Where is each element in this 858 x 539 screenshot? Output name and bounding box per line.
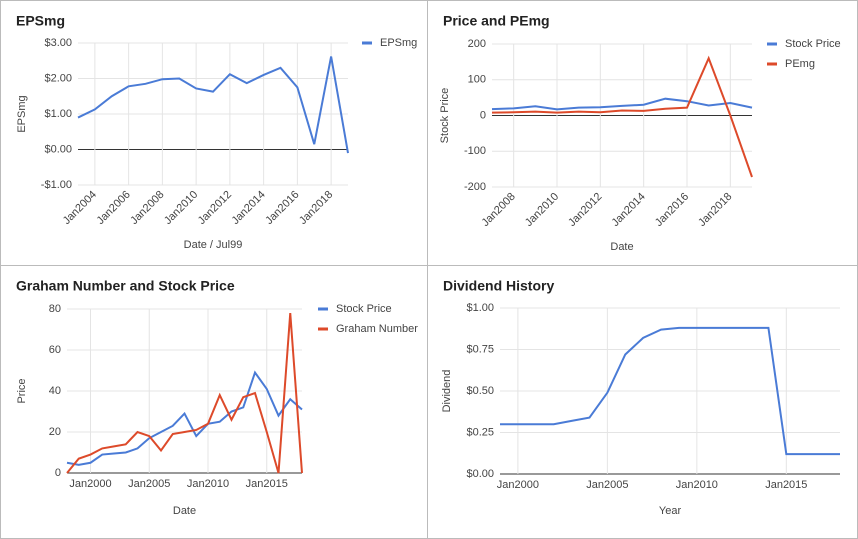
legend-label: PEmg xyxy=(785,58,815,70)
x-tick-label: Jan2016 xyxy=(653,191,691,229)
x-tick-label: Jan2018 xyxy=(696,191,734,229)
x-tick-label: Jan2014 xyxy=(610,191,648,229)
x-tick-label: Jan2008 xyxy=(128,189,166,227)
x-tick-label: Jan2000 xyxy=(69,478,111,490)
legend-label: EPSmg xyxy=(380,37,417,49)
y-tick-label: $0.75 xyxy=(466,343,494,355)
legend-label: Stock Price xyxy=(785,38,841,50)
y-tick-label: 100 xyxy=(468,74,486,86)
x-axis-label: Date / Jul99 xyxy=(184,239,243,251)
series-line xyxy=(66,370,303,466)
x-tick-label: Jan2010 xyxy=(523,191,561,229)
y-tick-label: 40 xyxy=(49,385,61,397)
y-tick-label: $0.00 xyxy=(44,143,72,155)
y-tick-label: -200 xyxy=(464,181,486,193)
x-tick-label: Jan2005 xyxy=(586,479,628,491)
x-tick-label: Jan2018 xyxy=(297,189,335,227)
x-tick-label: Jan2010 xyxy=(187,478,229,490)
y-tick-label: 20 xyxy=(49,426,61,438)
y-tick-label: 0 xyxy=(55,467,61,479)
y-axis-label: Dividend xyxy=(441,370,453,413)
series-line xyxy=(491,55,753,178)
y-tick-label: $3.00 xyxy=(44,37,72,49)
y-axis-label: EPSmg xyxy=(16,95,28,132)
chart-title: Price and PEmg xyxy=(443,13,550,29)
x-tick-label: Jan2010 xyxy=(676,479,718,491)
x-axis-label: Date xyxy=(173,505,196,517)
x-axis-label: Date xyxy=(610,241,633,253)
x-axis-label: Year xyxy=(659,505,682,517)
y-tick-label: $0.50 xyxy=(466,385,494,397)
chart-title: Graham Number and Stock Price xyxy=(16,278,235,294)
series-line xyxy=(491,97,753,111)
y-tick-label: $1.00 xyxy=(44,108,72,120)
series-line xyxy=(66,313,303,474)
legend-label: Stock Price xyxy=(336,303,392,315)
y-tick-label: 80 xyxy=(49,303,61,315)
x-tick-label: Jan2012 xyxy=(566,191,604,229)
y-tick-label: 200 xyxy=(468,38,486,50)
chart-title: EPSmg xyxy=(16,13,65,29)
y-axis-label: Stock Price xyxy=(439,88,451,144)
x-tick-label: Jan2015 xyxy=(246,478,288,490)
series-line xyxy=(500,326,840,456)
y-tick-label: 0 xyxy=(480,109,486,121)
chart-title: Dividend History xyxy=(443,278,554,294)
x-tick-label: Jan2006 xyxy=(94,189,132,227)
series-line xyxy=(77,56,349,154)
y-tick-label: $0.25 xyxy=(466,426,494,438)
x-tick-label: Jan2015 xyxy=(765,479,807,491)
y-tick-label: $1.00 xyxy=(466,302,494,314)
y-tick-label: 60 xyxy=(49,344,61,356)
y-axis-label: Price xyxy=(16,378,28,403)
x-tick-label: Jan2004 xyxy=(61,189,99,227)
x-tick-label: Jan2008 xyxy=(480,191,518,229)
x-tick-label: Jan2012 xyxy=(196,189,234,227)
x-tick-label: Jan2014 xyxy=(229,189,267,227)
y-tick-label: $0.00 xyxy=(466,468,494,480)
x-tick-label: Jan2005 xyxy=(128,478,170,490)
y-tick-label: $2.00 xyxy=(44,72,72,84)
y-tick-label: -$1.00 xyxy=(41,179,72,191)
x-tick-label: Jan2010 xyxy=(162,189,200,227)
x-tick-label: Jan2000 xyxy=(497,479,539,491)
legend-label: Graham Number xyxy=(336,323,418,335)
x-tick-label: Jan2016 xyxy=(263,189,301,227)
y-tick-label: -100 xyxy=(464,145,486,157)
